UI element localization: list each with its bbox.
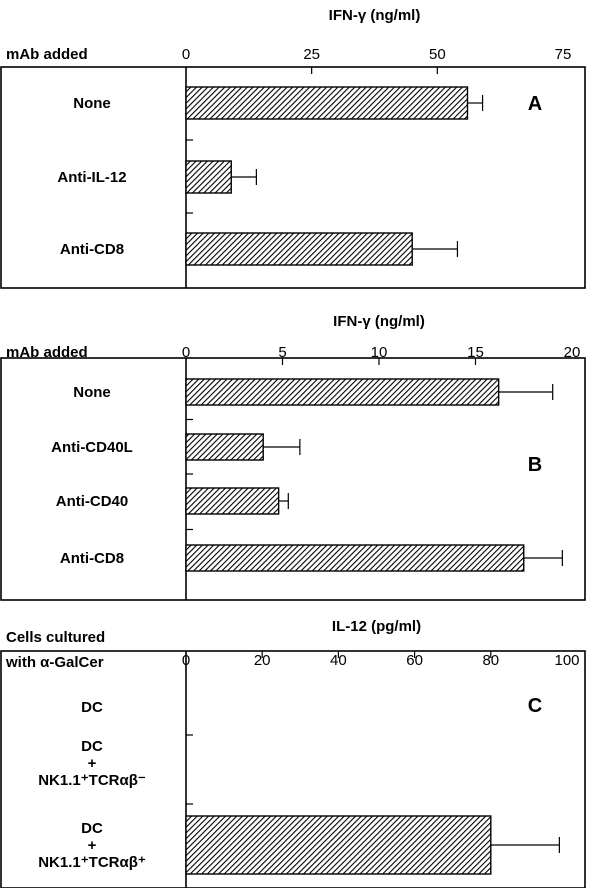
panel-c-category-label: +	[88, 755, 97, 772]
panel-a-frame	[0, 66, 586, 289]
panel-b-tick-label: 5	[278, 344, 286, 361]
panel-c-tick-label: 0	[182, 652, 190, 669]
panel-c-letter: C	[528, 695, 542, 717]
panel-b-letter: B	[528, 454, 542, 476]
panel-c-bar	[185, 815, 492, 875]
panel-c-title: IL-12 (pg/ml)	[332, 618, 421, 635]
panel-b-ylabel: mAb added	[6, 344, 88, 361]
panel-a-bar	[185, 86, 469, 120]
panel-b-title: IFN-γ (ng/ml)	[333, 313, 425, 330]
panel-b-category-label: None	[73, 384, 111, 401]
panel-a-bar	[185, 160, 232, 194]
panel-c-category-label: DC	[81, 820, 103, 837]
panel-b-bar	[185, 487, 280, 515]
panel-a-tick-label: 25	[303, 46, 320, 63]
panel-a-letter: A	[528, 93, 542, 115]
panel-a-tick-label: 0	[182, 46, 190, 63]
panel-b-category-label: Anti-CD40L	[51, 439, 133, 456]
panel-b-tick-label: 0	[182, 344, 190, 361]
panel-a-bar	[185, 232, 413, 266]
panel-b-tick-label: 20	[564, 344, 581, 361]
panel-a-category-label: None	[73, 95, 111, 112]
panel-a-category-label: Anti-IL-12	[57, 169, 126, 186]
panel-b-tick-label: 10	[371, 344, 388, 361]
panel-b-bar	[185, 433, 264, 461]
panel-b-bar	[185, 544, 525, 572]
panel-b-frame	[0, 357, 586, 601]
panel-c-category-label: NK1.1⁺TCRαβ⁺	[38, 854, 146, 871]
panel-a-tick-label: 50	[429, 46, 446, 63]
panel-c-frame	[0, 650, 586, 888]
panel-c-category-label: +	[88, 837, 97, 854]
panel-c-tick-label: 80	[482, 652, 499, 669]
panel-c-category-label: DC	[81, 738, 103, 755]
panel-c-ylabel: with α-GalCer	[5, 654, 104, 671]
panel-b-tick-label: 15	[467, 344, 484, 361]
panel-a-tick-label: 75	[555, 46, 572, 63]
panel-a-category-label: Anti-CD8	[60, 241, 124, 258]
panel-b-category-label: Anti-CD40	[56, 493, 129, 510]
panel-c-category-label: DC	[81, 699, 103, 716]
panel-a-title: IFN-γ (ng/ml)	[329, 7, 421, 24]
panel-c-category-label: NK1.1⁺TCRαβ⁻	[38, 772, 146, 789]
panel-c-tick-label: 100	[554, 652, 579, 669]
panel-c-ylabel: Cells cultured	[6, 629, 105, 646]
panel-c-tick-label: 40	[330, 652, 347, 669]
panel-b-category-label: Anti-CD8	[60, 550, 124, 567]
panel-c-tick-label: 60	[406, 652, 423, 669]
panel-c-tick-label: 20	[254, 652, 271, 669]
panel-b-bar	[185, 378, 500, 406]
panel-a-ylabel: mAb added	[6, 46, 88, 63]
